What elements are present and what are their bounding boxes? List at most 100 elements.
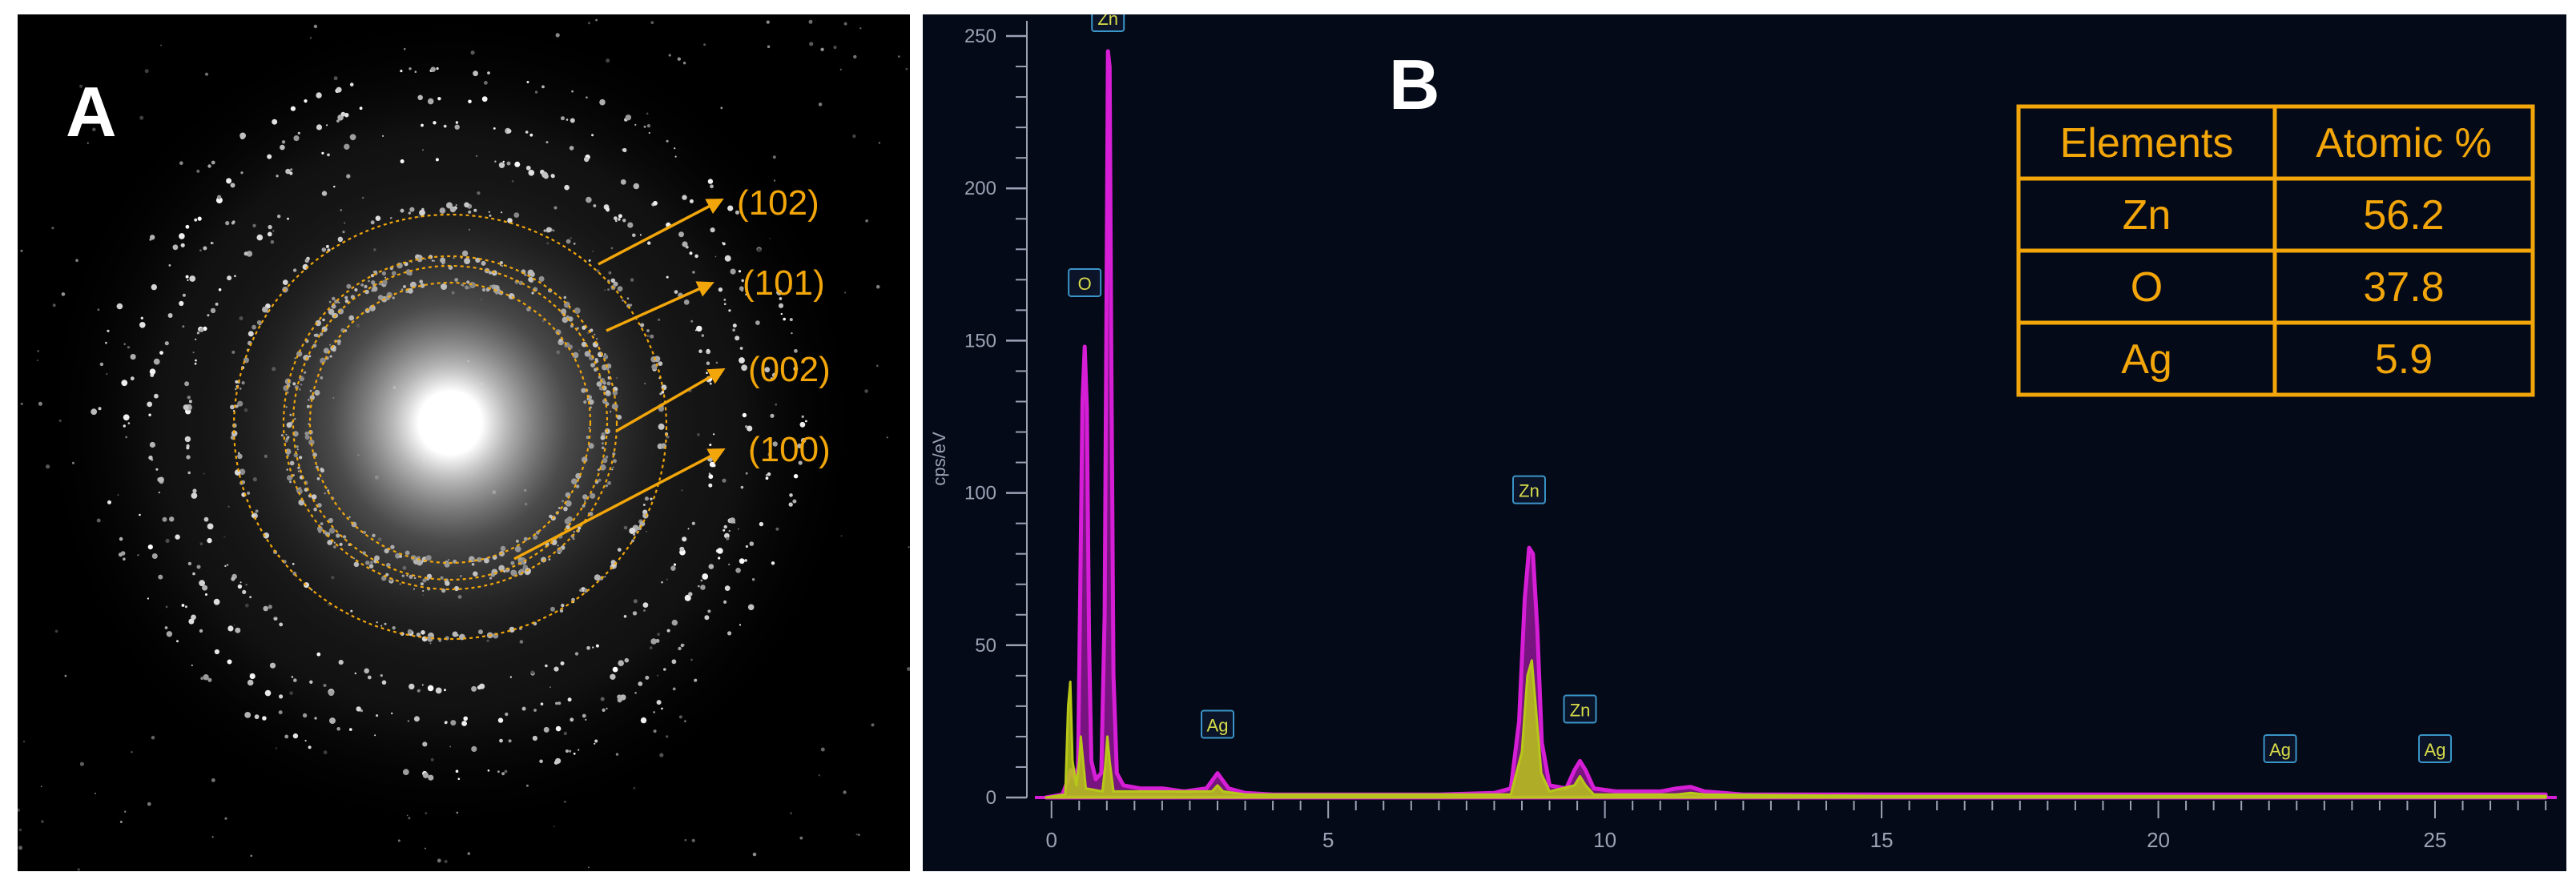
background-speck: [75, 259, 78, 263]
diffraction-spot: [521, 706, 526, 711]
diffraction-spot: [185, 224, 190, 229]
background-speck: [775, 403, 778, 406]
diffraction-spot: [158, 476, 164, 483]
diffraction-spot: [582, 713, 586, 718]
background-speck: [865, 219, 868, 223]
background-speck: [275, 747, 277, 749]
peak-labels: Zn O Ag Zn Zn Ag Ag: [1068, 14, 2452, 763]
diffraction-spot: [555, 701, 558, 705]
diffraction-spot: [239, 132, 246, 139]
background-speck: [77, 868, 80, 871]
background-speck: [92, 127, 96, 131]
diffraction-spot: [710, 227, 715, 233]
diffraction-spot: [620, 694, 626, 701]
diffraction-spot: [187, 279, 189, 282]
background-speck: [252, 223, 256, 227]
diffraction-spot: [789, 318, 793, 322]
diffraction-spot: [671, 659, 677, 665]
diffraction-spot: [707, 609, 711, 613]
background-speck: [484, 81, 488, 85]
diffraction-spot: [227, 625, 234, 632]
diffraction-spot: [292, 733, 299, 739]
diffraction-spot: [487, 71, 490, 74]
diffraction-spot: [525, 131, 529, 134]
diffraction-spot: [735, 336, 740, 341]
diffraction-spot: [772, 441, 778, 447]
diffraction-spot: [454, 124, 460, 130]
diffraction-spot: [414, 70, 417, 73]
background-speck: [278, 710, 283, 715]
x-tick-label: 15: [1870, 828, 1894, 852]
background-speck: [437, 858, 441, 863]
diffraction-spot: [147, 597, 149, 600]
diffraction-spot: [427, 98, 434, 105]
diffraction-spot: [230, 183, 235, 188]
diffraction-spot: [723, 303, 727, 306]
diffraction-spot: [139, 513, 141, 516]
diffraction-spot: [211, 242, 214, 244]
diffraction-spot: [280, 144, 285, 151]
arrow-102: [598, 199, 724, 266]
diffraction-spot: [650, 638, 657, 645]
diffraction-spot: [671, 619, 678, 626]
diffraction-spot: [226, 178, 232, 184]
background-speck: [840, 535, 843, 537]
background-speck: [666, 735, 669, 738]
diffraction-spot: [149, 441, 155, 448]
diffraction-spot: [747, 425, 753, 432]
diffraction-spot: [218, 288, 222, 291]
background-speck: [289, 691, 294, 695]
background-speck: [886, 436, 888, 439]
diffraction-spot: [164, 341, 169, 346]
background-speck: [843, 22, 847, 26]
diffraction-spot: [139, 322, 146, 328]
diffraction-spot: [291, 676, 294, 678]
diffraction-spot: [428, 774, 434, 781]
diffraction-spot: [789, 493, 793, 497]
diffraction-spot: [309, 680, 313, 684]
ring-label-102: (102): [737, 183, 819, 223]
diffraction-spot: [702, 573, 709, 580]
diffraction-spot: [433, 121, 437, 125]
diffraction-spot: [455, 769, 459, 773]
diffraction-spot: [450, 720, 457, 726]
background-speck: [18, 828, 22, 832]
diffraction-spot: [738, 270, 742, 273]
background-speck: [726, 536, 730, 540]
background-speck: [588, 866, 590, 869]
chart-background: [923, 14, 2566, 871]
diffraction-spot: [344, 112, 349, 118]
diffraction-spot: [526, 81, 529, 83]
diffraction-spot: [215, 197, 223, 204]
diffraction-spot: [187, 471, 191, 475]
background-speck: [682, 62, 686, 65]
diffraction-spot: [187, 561, 192, 566]
diffraction-spot: [235, 627, 241, 633]
diffraction-spot: [599, 98, 606, 106]
diffraction-spot: [745, 293, 747, 295]
diffraction-spot: [710, 184, 714, 189]
diffraction-spot: [293, 678, 297, 682]
diffraction-spot: [622, 147, 627, 153]
diffraction-spot: [272, 119, 278, 125]
diffraction-spot: [321, 151, 324, 155]
diffraction-spot: [289, 171, 293, 175]
diffraction-spot: [765, 476, 769, 480]
diffraction-spot: [148, 455, 153, 460]
diffraction-spot: [553, 666, 559, 672]
diffraction-spot: [729, 517, 736, 524]
diffraction-spot: [153, 358, 160, 365]
diffraction-spot: [463, 716, 468, 721]
diffraction-spot: [722, 242, 726, 246]
diffraction-spot: [791, 332, 793, 335]
diffraction-spot: [670, 565, 676, 571]
diffraction-spot: [674, 155, 677, 158]
diffraction-spot: [529, 133, 533, 137]
background-speck: [773, 179, 776, 182]
diffraction-spot: [481, 96, 488, 102]
background-speck: [839, 68, 842, 70]
diffraction-spot: [98, 407, 102, 411]
diffraction-spot: [776, 289, 783, 295]
background-speck: [430, 757, 434, 761]
diffraction-spot: [745, 425, 748, 428]
